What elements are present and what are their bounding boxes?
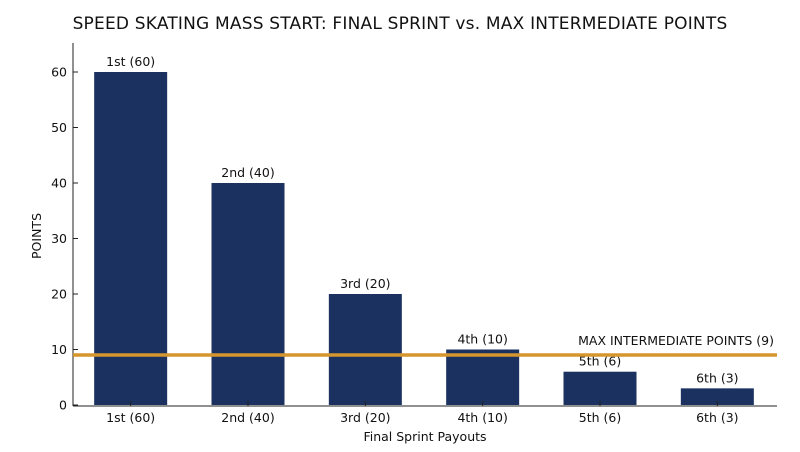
x-tick-label: 6th (3) xyxy=(696,410,738,425)
bar xyxy=(94,72,168,405)
plot-area: 0 10 20 30 40 50 60 1st (60) 1st (60) 2nd (40) 2nd… xyxy=(51,43,777,425)
chart-title: SPEED SKATING MASS START: FINAL SPRINT v… xyxy=(73,14,728,34)
y-tick-label: 20 xyxy=(51,287,67,302)
y-tick-label: 0 xyxy=(59,398,67,413)
bar-data-label: 5th (6) xyxy=(579,354,621,369)
bar-data-label: 2nd (40) xyxy=(221,165,274,180)
x-tick-label: 1st (60) xyxy=(106,410,155,425)
y-tick-label: 10 xyxy=(51,342,67,357)
reference-line-label: MAX INTERMEDIATE POINTS (9) xyxy=(578,333,774,348)
x-tick-label: 4th (10) xyxy=(457,410,507,425)
bar xyxy=(446,349,520,405)
y-tick-label: 30 xyxy=(51,231,67,246)
bar-data-label: 6th (3) xyxy=(696,370,738,385)
bar-data-label: 3rd (20) xyxy=(340,276,390,291)
y-tick-label: 60 xyxy=(51,65,67,80)
bar xyxy=(680,388,754,405)
bar xyxy=(563,371,637,405)
x-axis-title: Final Sprint Payouts xyxy=(363,429,486,444)
bar-data-label: 1st (60) xyxy=(106,54,155,69)
bar xyxy=(328,294,402,405)
y-tick-label: 50 xyxy=(51,120,67,135)
bar xyxy=(211,183,285,405)
x-tick-label: 5th (6) xyxy=(579,410,621,425)
x-tick-label: 3rd (20) xyxy=(340,410,390,425)
bar-data-label: 4th (10) xyxy=(457,332,507,347)
y-axis-title: POINTS xyxy=(29,213,44,259)
x-tick-label: 2nd (40) xyxy=(221,410,274,425)
y-tick-label: 40 xyxy=(51,176,67,191)
